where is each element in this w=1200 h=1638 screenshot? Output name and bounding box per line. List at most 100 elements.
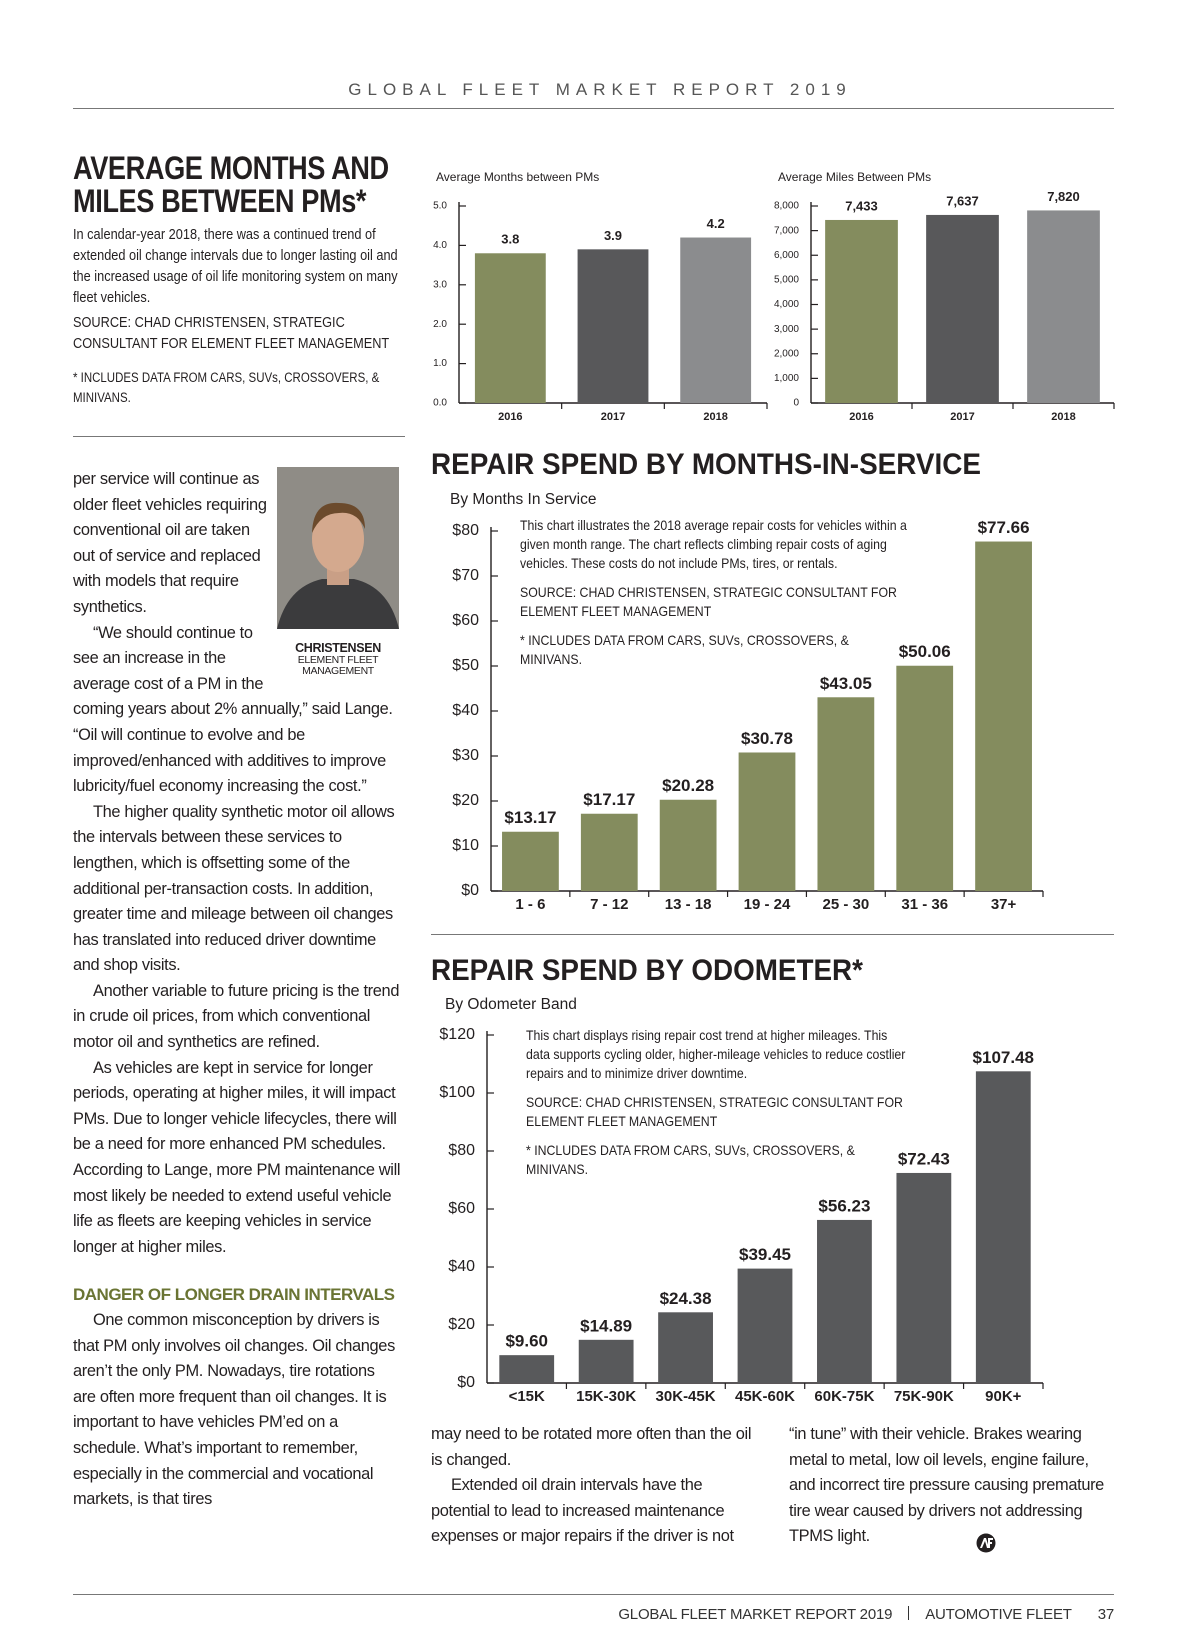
portrait	[277, 467, 399, 629]
y-tick-label: $20	[452, 792, 479, 809]
value-label: $14.89	[580, 1316, 632, 1335]
sidebar-title: AVERAGE MONTHS AND MILES BETWEEN PMs*	[73, 150, 389, 219]
article-column: “in tune” with their vehicle. Brakes wea…	[789, 1422, 1117, 1550]
y-tick-label: $0	[457, 1374, 475, 1391]
chart-rule	[431, 934, 1114, 935]
subhead: DANGER OF LONGER DRAIN INTERVALS	[73, 1285, 395, 1305]
value-label: 7,637	[946, 193, 979, 208]
x-tick-label: 45K-60K	[735, 1388, 795, 1405]
y-tick-label: $60	[452, 612, 479, 629]
article-column: CHRISTENSEN ELEMENT FLEET MANAGEMENT per…	[73, 467, 401, 1513]
y-tick-label: $20	[448, 1316, 475, 1333]
paragraph: “We should continue to see an increase i…	[73, 623, 393, 796]
chart-title: Average Miles Between PMs	[778, 170, 931, 184]
y-tick-label: 3.0	[433, 279, 447, 290]
y-tick-label: $70	[452, 567, 479, 584]
bar	[975, 541, 1032, 891]
x-tick-label: <15K	[509, 1388, 545, 1405]
bar	[825, 219, 898, 403]
paragraph: per service will continue as older fleet…	[73, 470, 267, 616]
x-tick-label: 2017	[601, 411, 625, 423]
value-label: $50.06	[899, 642, 951, 661]
value-label: 3.8	[501, 232, 519, 247]
bar	[502, 831, 559, 891]
y-tick-label: $120	[439, 1026, 475, 1043]
photo-caption-affiliation: ELEMENT FLEET MANAGEMENT	[297, 653, 379, 677]
chart-annotation: This chart illustrates the 2018 average …	[520, 517, 907, 571]
y-tick-label: 8,000	[774, 201, 799, 212]
bar	[817, 697, 875, 891]
footer-magazine: AUTOMOTIVE FLEET	[925, 1606, 1072, 1623]
value-label: $72.43	[898, 1149, 950, 1168]
x-tick-label: 7 - 12	[590, 896, 628, 913]
x-tick-label: 90K+	[985, 1388, 1022, 1405]
bar	[658, 1312, 713, 1383]
chart-notes: This chart illustrates the 2018 average …	[520, 516, 907, 679]
y-tick-label: $30	[452, 747, 479, 764]
y-tick-label: $80	[452, 522, 479, 539]
value-label: $9.60	[505, 1332, 548, 1351]
bar	[474, 253, 546, 403]
value-label: $77.66	[978, 518, 1030, 537]
x-tick-label: 15K-30K	[576, 1388, 636, 1405]
value-label: 4.2	[707, 216, 725, 231]
y-tick-label: 5,000	[774, 275, 799, 286]
value-label: $30.78	[741, 729, 793, 748]
end-mark-glyph	[980, 1538, 993, 1548]
chart-title: REPAIR SPEND BY ODOMETER*	[431, 954, 863, 987]
x-tick-label: 2018	[1051, 411, 1075, 423]
bar	[1027, 210, 1100, 403]
paragraph: One common misconception by drivers is t…	[73, 1311, 395, 1509]
x-tick-label: 1 - 6	[515, 896, 545, 913]
photo-shoulders	[277, 579, 399, 629]
footer: GLOBAL FLEET MARKET REPORT 2019 AUTOMOTI…	[618, 1606, 1114, 1623]
paragraph: As vehicles are kept in service for long…	[73, 1058, 401, 1256]
bar	[578, 1339, 634, 1383]
y-tick-label: 0	[793, 398, 799, 409]
chart-title: REPAIR SPEND BY MONTHS-IN-SERVICE	[431, 448, 981, 481]
paragraph: Another variable to future pricing is th…	[73, 981, 400, 1052]
bar	[926, 214, 999, 403]
y-tick-label: 2.0	[433, 319, 447, 330]
bar	[499, 1355, 555, 1383]
header-rule	[73, 108, 1114, 109]
bar	[817, 1219, 872, 1383]
bar	[975, 1071, 1031, 1383]
bar	[737, 1268, 793, 1383]
value-label: 7,433	[845, 198, 878, 213]
y-tick-label: $40	[448, 1258, 475, 1275]
value-label: $39.45	[739, 1245, 791, 1264]
footer-separator	[908, 1606, 910, 1620]
paragraph: Extended oil drain intervals have the po…	[431, 1476, 734, 1546]
y-tick-label: $50	[452, 657, 479, 674]
value-label: $24.38	[660, 1289, 712, 1308]
bar	[580, 813, 638, 891]
running-header: GLOBAL FLEET MARKET REPORT 2019	[348, 80, 852, 99]
x-tick-label: 31 - 36	[901, 896, 948, 913]
x-tick-label: 13 - 18	[665, 896, 712, 913]
bar	[577, 249, 649, 403]
x-tick-label: 37+	[991, 896, 1017, 913]
y-tick-label: 5.0	[433, 201, 447, 212]
footer-rule	[73, 1594, 1114, 1595]
y-tick-label: $60	[448, 1200, 475, 1217]
value-label: $20.28	[662, 776, 714, 795]
photo-face	[312, 506, 364, 572]
chart-subtitle: By Months In Service	[450, 491, 596, 508]
sidebar-source: SOURCE: CHAD CHRISTENSEN, STRATEGIC CONS…	[73, 314, 390, 352]
y-tick-label: 6,000	[774, 250, 799, 261]
end-mark	[976, 1533, 996, 1553]
y-tick-label: 7,000	[774, 225, 799, 236]
chart-notes: This chart displays rising repair cost t…	[526, 1026, 913, 1189]
footer-publication: GLOBAL FLEET MARKET REPORT 2019	[618, 1606, 893, 1623]
footer-page: 37	[1097, 1606, 1115, 1623]
sidebar-body: In calendar-year 2018, there was a conti…	[73, 226, 398, 306]
x-tick-label: 19 - 24	[744, 896, 791, 913]
y-tick-label: 4,000	[774, 299, 799, 310]
y-tick-label: 1,000	[774, 373, 799, 384]
x-tick-label: 2018	[703, 411, 727, 423]
photo-block: CHRISTENSEN ELEMENT FLEET MANAGEMENT	[275, 467, 401, 677]
bar	[680, 237, 752, 403]
chart-annotation: * INCLUDES DATA FROM CARS, SUVs, CROSSOV…	[520, 632, 849, 667]
bar	[896, 665, 954, 891]
